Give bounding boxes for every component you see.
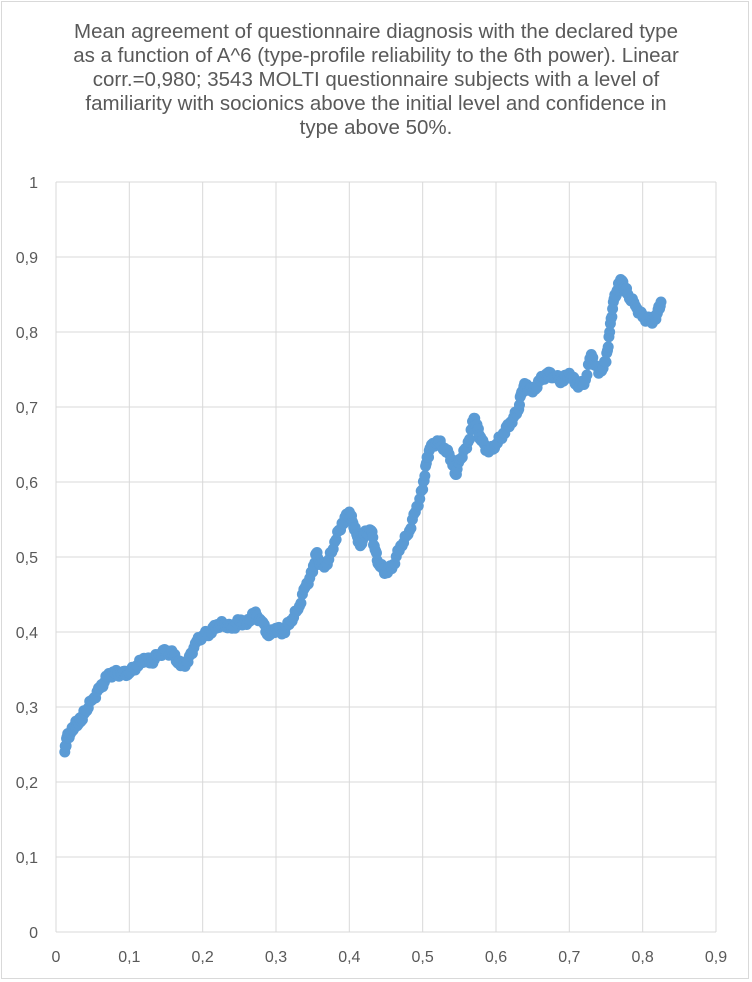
x-tick-label: 0,8	[632, 949, 654, 966]
data-point-marker	[581, 369, 593, 381]
y-tick-label: 0,2	[16, 775, 38, 792]
x-tick-label: 0	[52, 949, 61, 966]
y-tick-label: 0,6	[16, 475, 38, 492]
x-axis-tick-labels: 0 0,1 0,2 0,3 0,4 0,5 0,6 0,7 0,8 0,9	[52, 949, 728, 966]
y-tick-label: 0,8	[16, 325, 38, 342]
x-tick-label: 0,1	[118, 949, 140, 966]
y-tick-label: 1	[29, 175, 38, 192]
x-tick-label: 0,9	[705, 949, 727, 966]
data-point-marker	[405, 522, 417, 534]
y-axis-tick-labels: 0 0,1 0,2 0,3 0,4 0,5 0,6 0,7 0,8 0,9 1	[16, 175, 38, 942]
chart-title: Mean agreement of questionnaire diagnosi…	[73, 20, 679, 139]
y-tick-label: 0,4	[16, 625, 38, 642]
y-tick-label: 0	[29, 925, 38, 942]
data-point-marker	[419, 470, 431, 482]
data-point-marker	[464, 433, 476, 445]
x-tick-label: 0,5	[412, 949, 434, 966]
y-tick-label: 0,9	[16, 250, 38, 267]
y-tick-label: 0,7	[16, 400, 38, 417]
x-tick-label: 0,7	[558, 949, 580, 966]
x-tick-label: 0,6	[485, 949, 507, 966]
gridlines	[55, 181, 717, 933]
data-series	[59, 274, 667, 758]
data-point-marker	[513, 399, 525, 411]
x-tick-label: 0,2	[192, 949, 214, 966]
data-point	[655, 296, 667, 308]
x-tick-label: 0,3	[265, 949, 287, 966]
y-tick-label: 0,3	[16, 700, 38, 717]
data-point-marker	[295, 597, 307, 609]
data-point	[604, 326, 616, 338]
data-point-marker	[606, 311, 618, 323]
y-tick-label: 0,5	[16, 550, 38, 567]
data-point	[600, 356, 612, 368]
data-point-marker	[602, 341, 614, 353]
y-tick-label: 0,1	[16, 850, 38, 867]
x-tick-label: 0,4	[338, 949, 360, 966]
